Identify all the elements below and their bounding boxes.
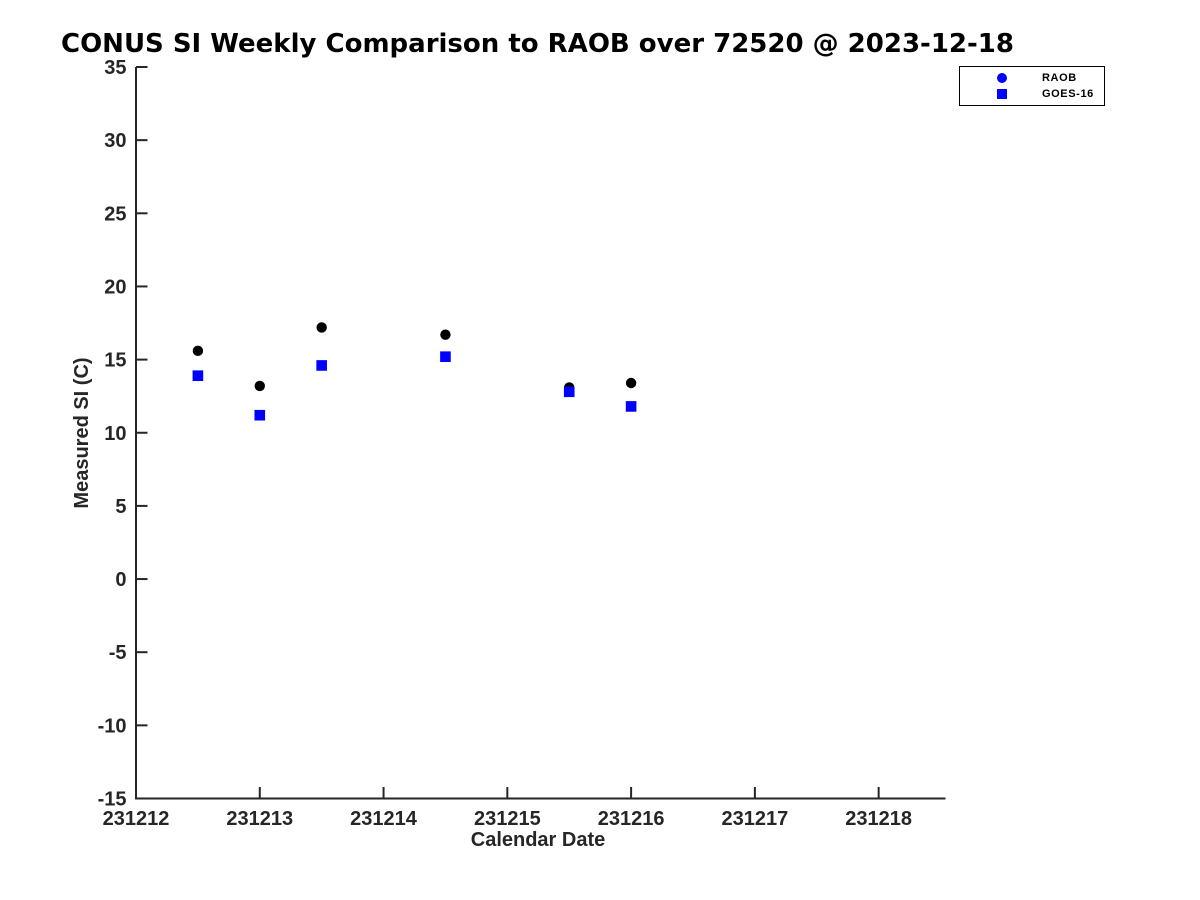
y-axis-tick-label: 35	[104, 57, 126, 79]
x-axis-tick-label: 231215	[474, 808, 541, 830]
y-axis-tick-label: 10	[104, 423, 126, 445]
x-axis-tick-label: 231217	[722, 808, 789, 830]
legend-label-goes16: GOES-16	[1042, 88, 1094, 100]
x-axis-tick-label: 231213	[226, 808, 293, 830]
data-point-goes-16	[316, 360, 327, 371]
y-axis-tick-label: -5	[109, 642, 127, 664]
data-point-goes-16	[440, 351, 451, 362]
raob-legend-marker-icon	[997, 73, 1007, 83]
data-point-goes-16	[192, 370, 204, 381]
legend-marker-cell	[995, 73, 1009, 83]
y-axis-tick-label: -15	[98, 789, 127, 811]
y-axis-tick-label: 30	[104, 130, 126, 152]
goes16-legend-marker-icon	[997, 89, 1007, 99]
chart-title: CONUS SI Weekly Comparison to RAOB over …	[61, 29, 1014, 59]
y-axis-tick-label: 15	[104, 350, 126, 372]
y-axis-tick-label: 25	[104, 203, 126, 225]
x-axis-label: Calendar Date	[470, 829, 606, 851]
data-point-raob	[625, 377, 637, 389]
data-point-goes-16	[625, 401, 637, 412]
x-axis-tick-label: 231214	[350, 808, 418, 830]
y-axis-tick-label: 20	[104, 276, 126, 298]
data-point-raob	[254, 380, 265, 392]
y-axis-label: Measured SI (C)	[71, 357, 93, 509]
x-axis-tick-label: 231218	[845, 808, 912, 830]
data-point-raob	[192, 345, 204, 357]
data-point-raob	[440, 329, 451, 340]
data-point-raob	[316, 322, 327, 333]
x-axis-tick-label: 231212	[103, 808, 170, 830]
legend-marker-cell	[995, 89, 1009, 99]
x-axis-tick-label: 231216	[598, 808, 665, 830]
data-point-goes-16	[563, 386, 575, 398]
legend-item-raob: RAOB	[960, 70, 1104, 86]
y-axis-tick-label: 5	[115, 496, 126, 518]
y-axis-tick-label: 0	[115, 569, 126, 591]
y-axis-tick-label: -10	[98, 715, 127, 737]
legend-label-raob: RAOB	[1042, 72, 1077, 84]
data-point-goes-16	[254, 409, 266, 421]
legend-item-goes16: GOES-16	[960, 86, 1104, 102]
legend: RAOB GOES-16	[959, 66, 1105, 106]
